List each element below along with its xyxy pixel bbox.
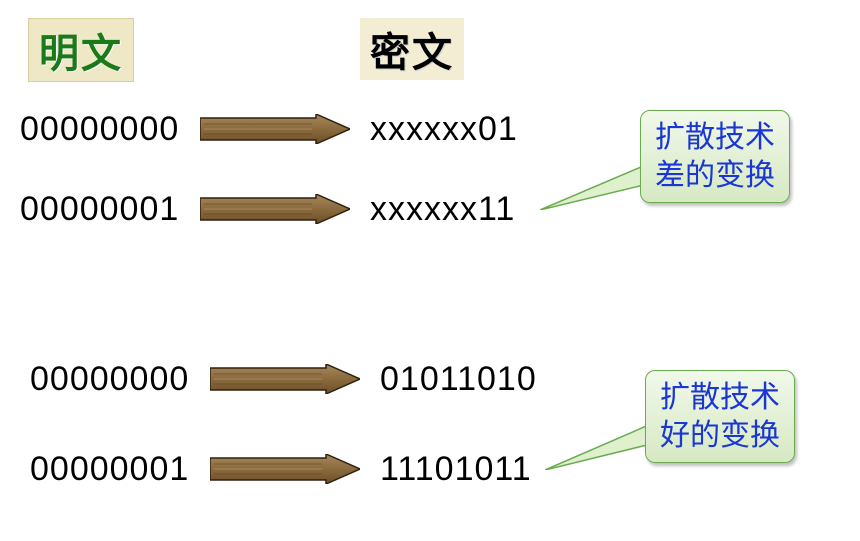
header-plaintext: 明文 bbox=[28, 18, 134, 82]
ciphertext-value: xxxxxx01 bbox=[370, 110, 518, 149]
callout-line: 扩散技术 bbox=[660, 381, 780, 414]
callout-line: 好的变换 bbox=[660, 419, 780, 452]
header-ciphertext: 密文 bbox=[360, 18, 464, 80]
ciphertext-value: xxxxxx11 bbox=[370, 190, 515, 229]
arrow-icon bbox=[200, 114, 350, 144]
plaintext-value: 00000001 bbox=[30, 450, 189, 489]
callout-bad-diffusion: 扩散技术 差的变换 bbox=[640, 110, 790, 203]
diagram-stage: 明文 密文 00000000 xxxxxx01 00000001 xxxxxx1… bbox=[0, 0, 860, 541]
ciphertext-value: 01011010 bbox=[380, 360, 537, 399]
ciphertext-value: 11101011 bbox=[380, 450, 532, 489]
arrow-icon bbox=[210, 454, 360, 484]
callout-line: 扩散技术 bbox=[655, 121, 775, 154]
callout-line: 差的变换 bbox=[655, 159, 775, 192]
arrow-icon bbox=[200, 194, 350, 224]
arrow-icon bbox=[210, 364, 360, 394]
callout-good-diffusion: 扩散技术 好的变换 bbox=[645, 370, 795, 463]
plaintext-value: 00000000 bbox=[30, 360, 189, 399]
callout-tail-icon bbox=[540, 150, 650, 210]
plaintext-value: 00000000 bbox=[20, 110, 179, 149]
plaintext-value: 00000001 bbox=[20, 190, 179, 229]
callout-tail-icon bbox=[545, 410, 653, 470]
